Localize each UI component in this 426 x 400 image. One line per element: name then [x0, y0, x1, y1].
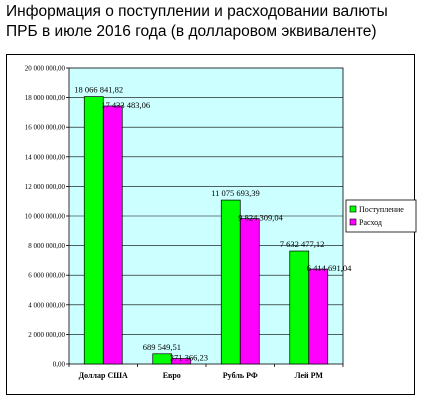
y-tick-label: 14 000 000,00 [25, 153, 66, 161]
chart-title-line-1: Информация о поступлении и расходовании … [6, 3, 388, 20]
y-tick-label: 18 000 000,00 [25, 94, 66, 102]
chart-title: Информация о поступлении и расходовании … [6, 2, 424, 42]
y-tick-label: 8 000 000,00 [28, 242, 65, 250]
y-tick-label: 16 000 000,00 [25, 124, 66, 132]
legend: Поступление Расход [345, 199, 417, 233]
category-label: Рубль РФ [223, 371, 258, 380]
data-label: 11 075 693,39 [211, 188, 260, 198]
bar-income [220, 199, 241, 365]
legend-label: Расход [359, 218, 382, 227]
data-label: 689 549,51 [143, 342, 181, 352]
chart-title-line-2: ПРБ в июле 2016 года (в долларовом эквив… [6, 23, 377, 40]
category-label: Лей РМ [295, 371, 324, 380]
data-labels: 18 066 841,82 17 433 483,06 689 549,51371 … [74, 85, 352, 363]
y-tick-label: 2 000 000,00 [28, 331, 65, 339]
legend-label: Поступление [359, 205, 404, 214]
category-label: Доллар США [79, 371, 128, 380]
data-label: 9 824 309,04 [238, 213, 283, 223]
legend-swatch [349, 218, 357, 226]
bars [83, 96, 329, 365]
y-tick-label: 4 000 000,00 [28, 301, 65, 309]
data-label: 17 433 483,06 [101, 100, 150, 110]
data-label: 371 366,23 [170, 353, 208, 363]
y-tick-label: 10 000 000,00 [25, 213, 66, 221]
data-label: 7 632 477,12 [280, 239, 325, 249]
y-tick-label: 6 000 000,00 [28, 272, 65, 280]
bar-expense [239, 218, 260, 365]
legend-box [345, 199, 417, 233]
y-axis-ticks: 0,00 2 000 000,00 4 000 000,00 6 000 000,00… [25, 65, 69, 369]
y-tick-label: 0,00 [53, 361, 66, 369]
y-tick-label: 12 000 000,00 [25, 183, 66, 191]
data-label: 6 414 691,04 [307, 263, 352, 273]
category-label: Евро [163, 371, 181, 380]
x-axis-categories: Доллар США Евро Рубль РФ Лей РМ [68, 364, 344, 380]
legend-swatch [349, 205, 357, 213]
y-tick-label: 20 000 000,00 [25, 65, 66, 73]
bar-expense [171, 358, 192, 365]
bar-expense [102, 105, 123, 365]
bar-expense [308, 268, 329, 365]
data-label: 18 066 841,82 [74, 85, 123, 95]
bar-income [83, 96, 104, 365]
